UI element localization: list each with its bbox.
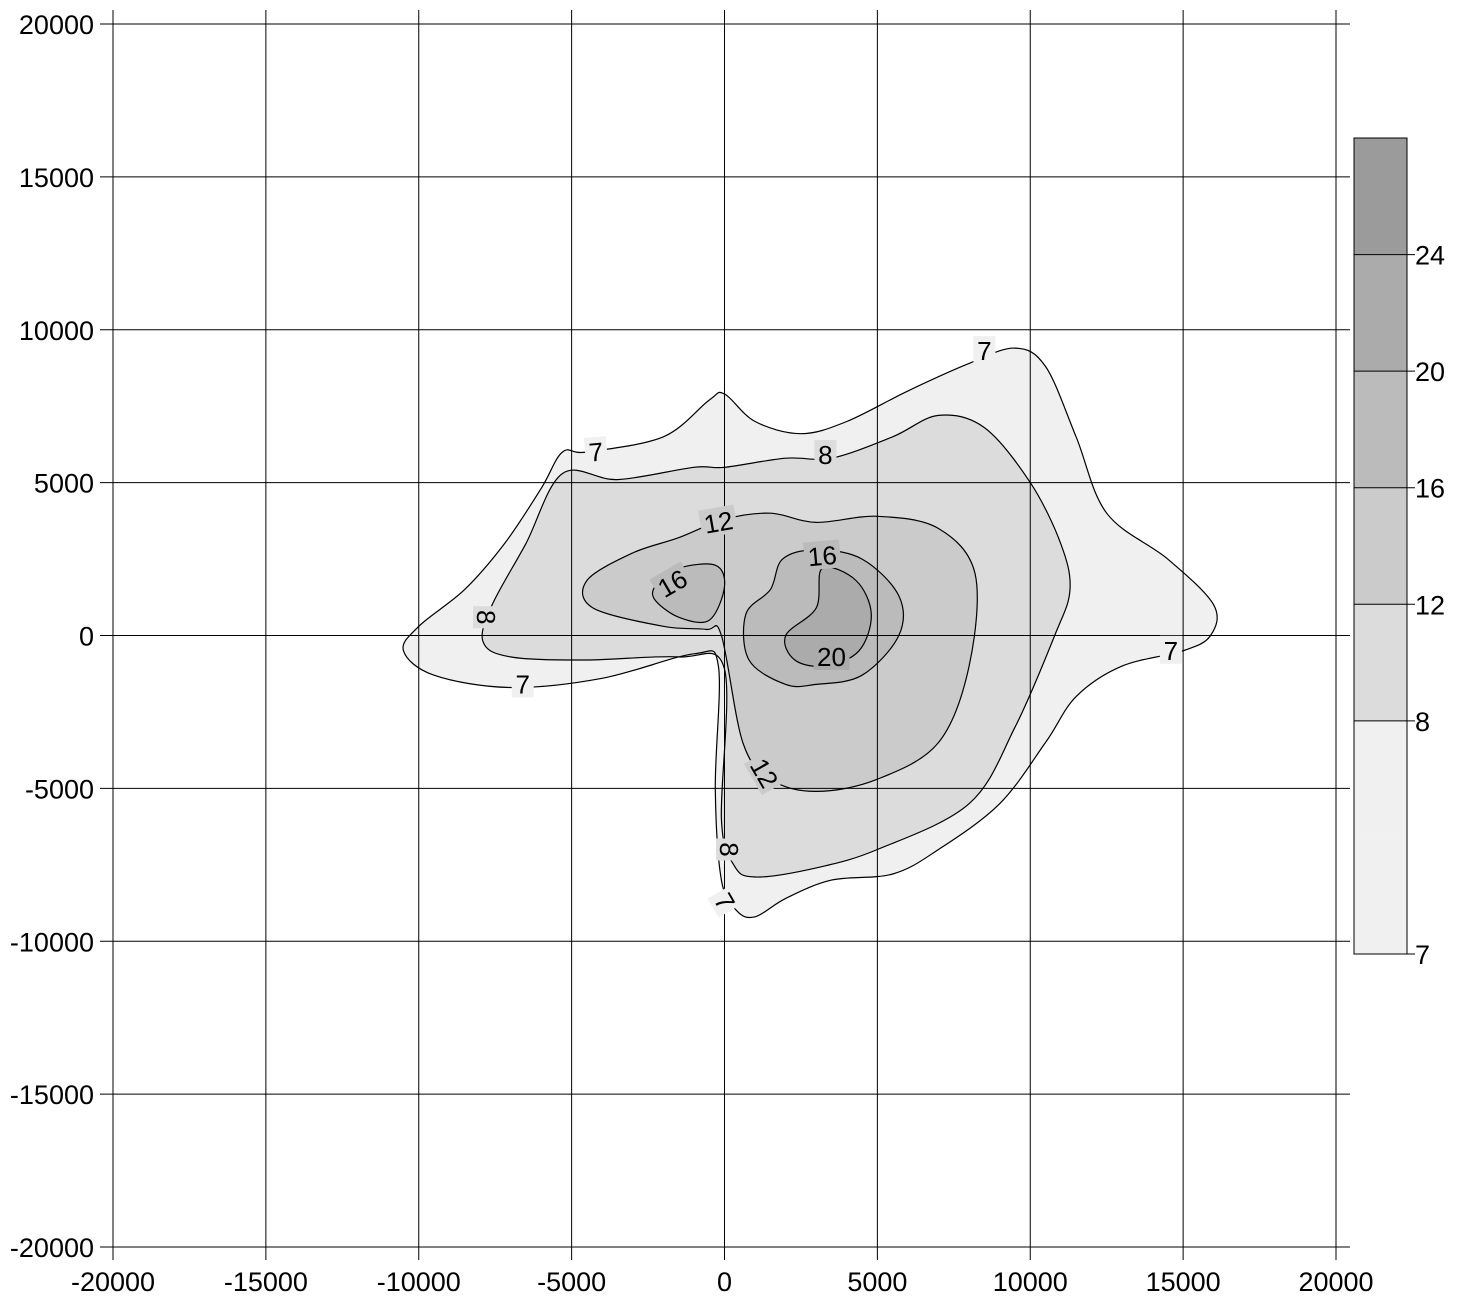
svg-text:7: 7 <box>1164 636 1178 666</box>
y-axis-tick-labels: 20000 15000 10000 5000 0 -5000 -10000 -15000 -20… <box>10 10 94 1263</box>
svg-text:8: 8 <box>714 842 744 856</box>
colorbar-band <box>1354 371 1407 488</box>
svg-text:7: 7 <box>515 669 529 699</box>
colorbar-band <box>1354 837 1407 954</box>
x-tick-label: 15000 <box>1146 1267 1221 1297</box>
svg-text:8: 8 <box>818 440 832 470</box>
contour-label: 12 <box>698 504 739 540</box>
colorbar-label: 8 <box>1415 707 1430 737</box>
colorbar-band <box>1354 720 1407 838</box>
contour-lines <box>402 347 1218 919</box>
svg-text:20: 20 <box>817 642 846 672</box>
y-tick-label: 10000 <box>19 316 94 346</box>
contour-label: 8 <box>714 838 745 861</box>
y-tick-label: -10000 <box>10 927 94 957</box>
svg-text:7: 7 <box>588 436 605 467</box>
contour-label: 8 <box>814 440 837 470</box>
colorbar-label: 20 <box>1415 357 1445 387</box>
contour-label: 7 <box>511 669 534 699</box>
colorbar-band <box>1354 604 1407 721</box>
svg-text:12: 12 <box>702 505 736 540</box>
y-tick-label: -5000 <box>25 774 94 804</box>
y-tick-label: 5000 <box>34 469 94 499</box>
contour-fill-20 <box>784 566 872 667</box>
x-tick-label: -5000 <box>537 1267 606 1297</box>
colorbar-label: 12 <box>1415 590 1445 620</box>
x-tick-label: 10000 <box>993 1267 1068 1297</box>
x-tick-label: -20000 <box>71 1267 155 1297</box>
svg-text:7: 7 <box>977 336 991 366</box>
y-tick-label: -20000 <box>10 1233 94 1263</box>
contour-line-12 <box>581 512 978 792</box>
y-tick-label: -15000 <box>10 1080 94 1110</box>
contour-label: 16 <box>803 539 842 572</box>
x-axis-tick-labels: -20000 -15000 -10000 -5000 0 5000 10000 15000 20… <box>71 1267 1374 1297</box>
contour-label: 8 <box>471 606 501 629</box>
contour-label: 7 <box>1159 635 1182 666</box>
svg-text:16: 16 <box>807 540 838 572</box>
colorbar-band <box>1354 487 1407 605</box>
colorbar-label: 7 <box>1415 940 1430 970</box>
x-tick-label: 5000 <box>847 1267 907 1297</box>
colorbar-legend: 24 20 16 12 8 7 <box>1353 137 1445 970</box>
contour-line-7 <box>402 347 1218 919</box>
x-tick-label: 20000 <box>1298 1267 1373 1297</box>
contour-label: 7 <box>583 436 609 468</box>
y-tick-label: 20000 <box>19 10 94 40</box>
x-tick-label: -10000 <box>377 1267 461 1297</box>
colorbar-band <box>1354 138 1407 255</box>
y-tick-label: 15000 <box>19 163 94 193</box>
contour-label: 7 <box>973 336 996 366</box>
svg-text:8: 8 <box>471 610 501 624</box>
y-tick-label: 0 <box>79 622 94 652</box>
x-tick-label: -15000 <box>224 1267 308 1297</box>
contour-label: 20 <box>813 641 850 672</box>
colorbar-label: 16 <box>1415 474 1445 504</box>
contour-line-16 <box>742 549 904 688</box>
grid <box>100 10 1350 1260</box>
colorbar-band <box>1354 254 1407 372</box>
x-tick-label: 0 <box>717 1267 732 1297</box>
colorbar-label: 24 <box>1415 241 1445 271</box>
